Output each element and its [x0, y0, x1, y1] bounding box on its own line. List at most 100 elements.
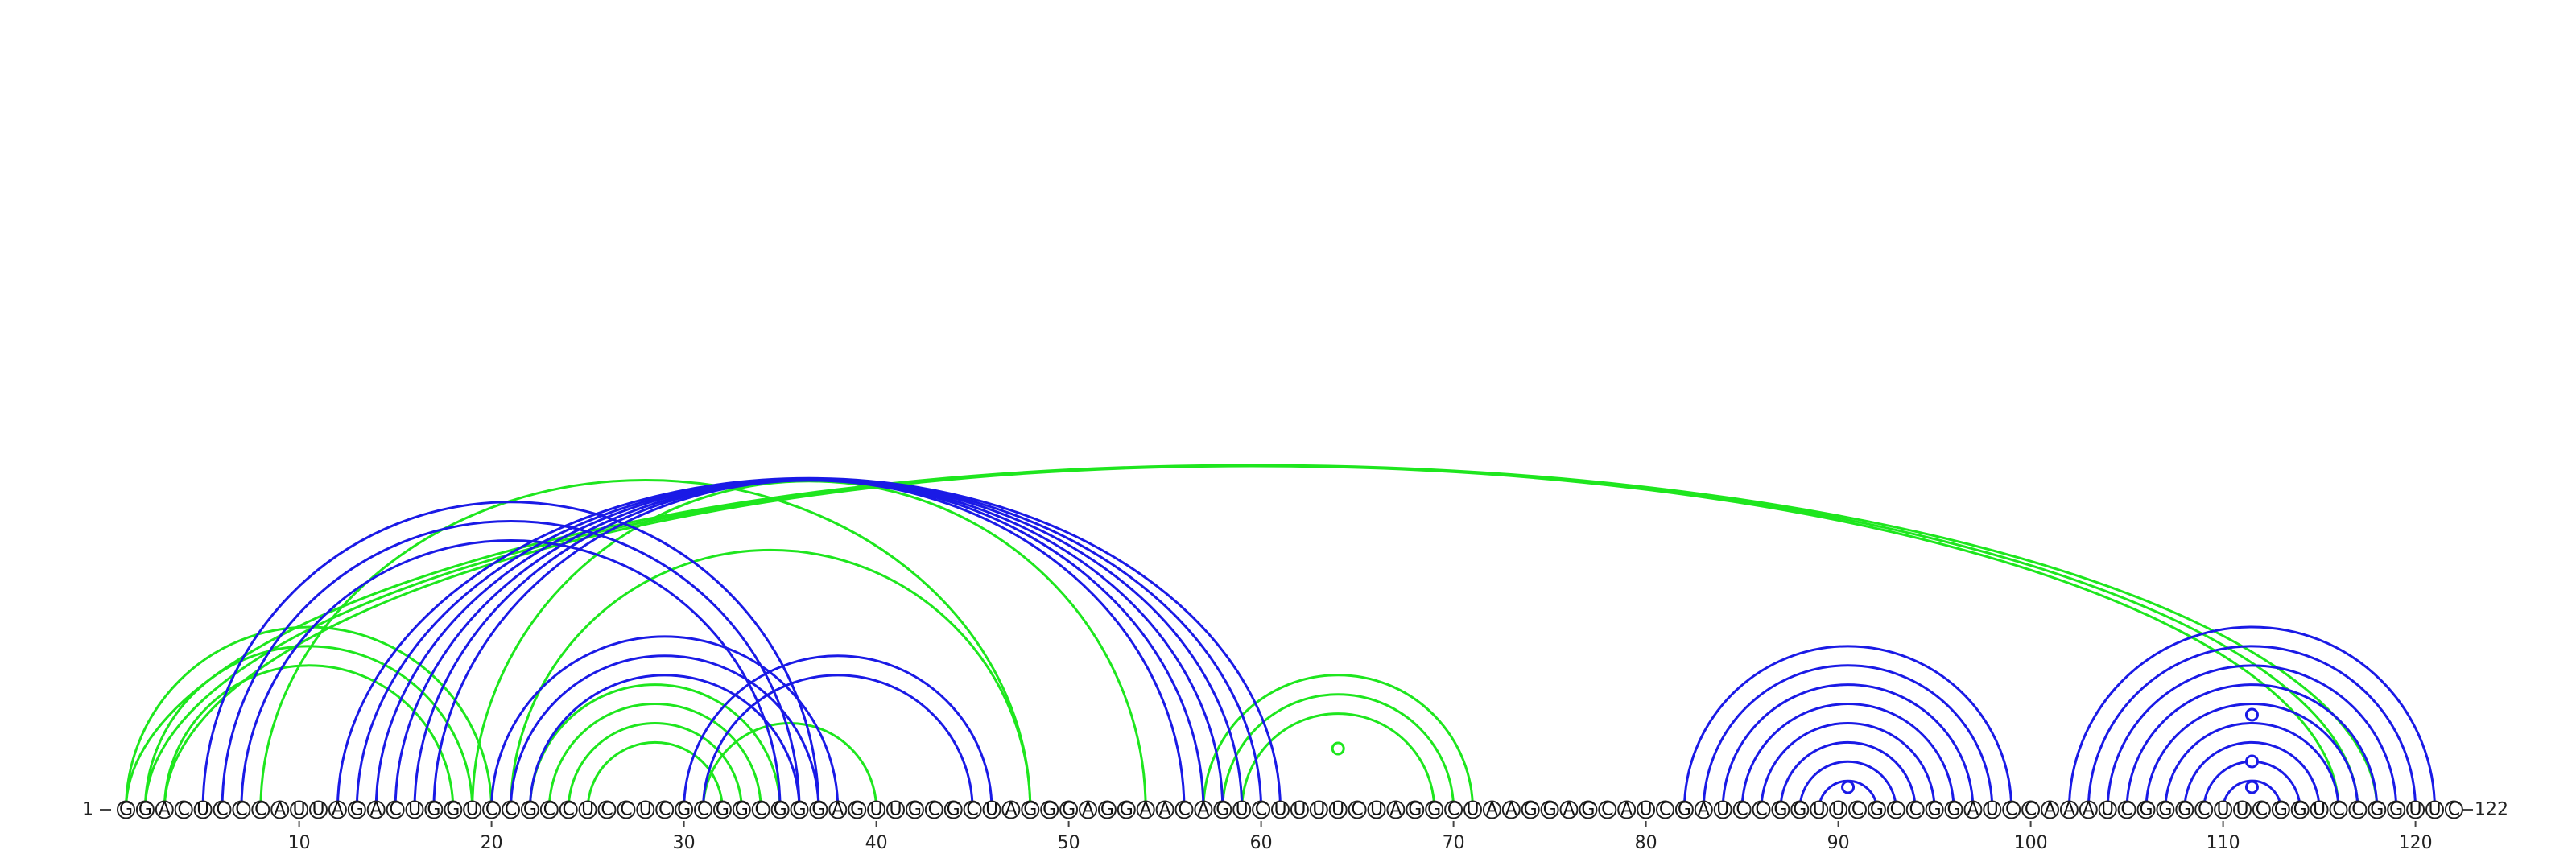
arc-blue-85-96 — [1740, 703, 1955, 811]
nucleotide-23-circle — [539, 800, 559, 819]
arc-blue-108-115 — [2183, 740, 2321, 811]
nucleotide-121-letter: U — [2428, 800, 2441, 820]
nucleotide-73-letter: A — [1505, 800, 1517, 820]
nucleotide-20-circle — [482, 800, 502, 819]
nucleotide-14-letter: A — [370, 800, 382, 820]
arc-blue-102-121 — [2067, 625, 2436, 811]
nucleotide-55-circle — [1155, 800, 1174, 819]
nucleotide-44-letter: G — [947, 800, 960, 820]
nucleotide-117-letter: C — [2351, 800, 2363, 820]
end-index-label: 122 — [2475, 800, 2508, 820]
tick-label-80: 80 — [1635, 833, 1657, 853]
nucleotide-49-letter: G — [1042, 800, 1056, 820]
nucleotide-42-circle — [905, 800, 924, 819]
nucleotide-30-circle — [675, 800, 694, 819]
nucleotide-57-circle — [1194, 800, 1213, 819]
arc-blue-31-45 — [702, 674, 974, 811]
nucleotide-46-circle — [982, 800, 1001, 819]
nucleotide-38-circle — [828, 800, 848, 819]
nucleotide-4-circle — [174, 800, 193, 819]
arc-blue-105-118 — [2125, 683, 2379, 811]
tick-label-50: 50 — [1058, 833, 1080, 853]
nucleotide-16-circle — [405, 800, 424, 819]
arc-green-8-48 — [259, 479, 1032, 811]
nucleotide-33-letter: G — [735, 800, 749, 820]
nucleotide-66-letter: U — [1370, 800, 1383, 820]
arc-blue-17-56 — [432, 479, 1186, 811]
nucleotide-89-circle — [1810, 800, 1829, 819]
nucleotide-6-letter: C — [216, 800, 228, 820]
nucleotide-36-letter: G — [792, 800, 806, 820]
nucleotide-103-letter: A — [2083, 800, 2095, 820]
nucleotide-82-circle — [1674, 800, 1694, 819]
nucleotide-110-circle — [2214, 800, 2233, 819]
arc-blue-12-61 — [336, 476, 1282, 811]
nucleotide-76-circle — [1559, 800, 1579, 819]
nucleotide-103-circle — [2079, 800, 2098, 819]
nucleotide-15-letter: C — [389, 800, 401, 820]
nucleotide-96-letter: G — [1946, 800, 1960, 820]
nucleotide-90-circle — [1829, 800, 1848, 819]
nucleotide-69-circle — [1425, 800, 1444, 819]
nucleotide-15-circle — [386, 800, 405, 819]
nucleotide-71-letter: U — [1466, 800, 1479, 820]
nucleotide-115-letter: U — [2313, 800, 2326, 820]
nucleotide-6-circle — [213, 800, 232, 819]
nucleotide-40-circle — [867, 800, 886, 819]
nucleotide-81-circle — [1656, 800, 1674, 819]
nucleotide-100-letter: C — [2025, 800, 2037, 820]
nucleotide-109-letter: C — [2198, 800, 2210, 820]
nucleotide-108-letter: G — [2178, 800, 2191, 820]
nucleotide-62-circle — [1290, 800, 1309, 819]
nucleotide-75-letter: G — [1543, 800, 1557, 820]
nucleotide-111-circle — [2233, 800, 2252, 819]
nucleotide-57-letter: A — [1197, 800, 1209, 820]
nucleotide-39-letter: G — [850, 800, 864, 820]
tick-label-20: 20 — [481, 833, 503, 853]
arc-blue-104-119 — [2106, 664, 2398, 811]
nucleotide-18-letter: G — [446, 800, 460, 820]
nucleotide-47-letter: A — [1005, 800, 1017, 820]
tick-label-100: 100 — [2014, 833, 2048, 853]
nucleotide-41-circle — [886, 800, 905, 819]
nucleotide-19-circle — [463, 800, 482, 819]
nucleotide-114-letter: G — [2293, 800, 2307, 820]
nucleotide-119-letter: G — [2389, 800, 2403, 820]
nucleotide-13-letter: G — [350, 800, 364, 820]
nucleotide-55-letter: A — [1159, 800, 1171, 820]
nucleotide-104-letter: U — [2101, 800, 2114, 820]
nucleotide-9-letter: A — [274, 800, 286, 820]
nucleotide-122-letter: C — [2448, 800, 2460, 820]
nucleotide-92-circle — [1867, 800, 1886, 819]
nucleotide-64-letter: U — [1331, 800, 1344, 820]
arc-blue-107-116 — [2164, 721, 2340, 811]
nucleotide-100-circle — [2021, 800, 2041, 819]
nucleotide-86-letter: C — [1755, 800, 1767, 820]
nucleotide-81-letter: C — [1659, 800, 1671, 820]
nucleotide-91-letter: C — [1852, 800, 1864, 820]
nucleotide-35-letter: G — [774, 800, 787, 820]
nucleotide-21-circle — [502, 800, 520, 819]
nucleotide-105-letter: C — [2120, 800, 2132, 820]
tick-label-120: 120 — [2399, 833, 2433, 853]
nucleotide-1-letter: G — [119, 800, 133, 820]
nucleotide-101-letter: A — [2044, 800, 2056, 820]
nucleotide-87-circle — [1771, 800, 1790, 819]
nucleotide-118-circle — [2368, 800, 2387, 819]
nucleotide-121-circle — [2425, 800, 2444, 819]
arc-blue-20-38 — [490, 635, 840, 811]
arc-blue-87-94 — [1779, 740, 1917, 811]
arc-green-2-19 — [143, 645, 474, 811]
nucleotide-107-circle — [2156, 800, 2175, 819]
nucleotide-94-letter: C — [1909, 800, 1922, 820]
nucleotide-28-circle — [636, 800, 655, 819]
nucleotide-11-circle — [309, 800, 328, 819]
nucleotide-48-circle — [1021, 800, 1040, 819]
nucleotide-120-circle — [2406, 800, 2425, 819]
nucleotide-47-circle — [1001, 800, 1021, 819]
nucleotide-84-circle — [1713, 800, 1732, 819]
nucleotide-25-letter: U — [581, 800, 594, 820]
nucleotide-26-letter: C — [601, 800, 613, 820]
nucleotide-50-circle — [1059, 800, 1079, 819]
nucleotide-29-circle — [655, 800, 675, 819]
